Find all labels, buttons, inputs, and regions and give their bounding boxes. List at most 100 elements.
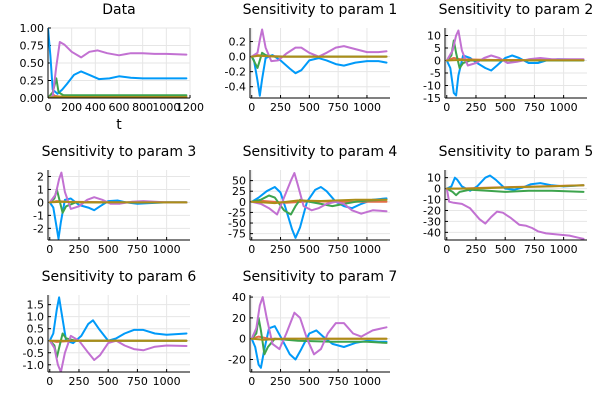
x-tick-label: 250 [270, 101, 291, 114]
series-line-5 [445, 184, 585, 190]
series-line-4 [250, 172, 388, 216]
series-group [48, 171, 188, 240]
x-tick-label: 500 [98, 243, 119, 256]
x-tick-label: 500 [299, 243, 320, 256]
y-tick-label: -1.0 [23, 359, 44, 372]
y-tick-label: -1 [33, 209, 44, 222]
y-tick-label: 50 [232, 175, 246, 188]
y-tick-label: 25 [232, 185, 246, 198]
x-tick-label: 750 [524, 243, 545, 256]
x-tick-label: 250 [68, 243, 89, 256]
x-tick-label: 500 [98, 375, 119, 388]
series-line-1 [250, 54, 388, 97]
y-tick-label: -5 [430, 67, 441, 80]
x-tick-label: 1000 [152, 101, 180, 114]
x-tick-label: 200 [61, 101, 82, 114]
y-tick-label: -10 [423, 80, 441, 93]
x-tick-label: 0 [443, 101, 450, 114]
x-axis-label: t [116, 117, 122, 133]
series-line-1 [445, 54, 585, 97]
series-line-4 [445, 29, 585, 67]
panel-title: Sensitivity to param 2 [439, 2, 594, 18]
y-tick-label: -20 [228, 354, 246, 367]
y-tick-label: -15 [423, 92, 441, 105]
series-line-3 [250, 316, 388, 356]
x-tick-label: 250 [465, 101, 486, 114]
y-tick-label: 0 [239, 333, 246, 346]
x-tick-label: 750 [524, 101, 545, 114]
x-tick-label: 500 [495, 101, 516, 114]
y-tick-label: 40 [232, 291, 246, 304]
panel-8: Sensitivity to param 70 250 500 750 1000-200… [228, 269, 397, 388]
panel-6: Sensitivity to param 50 250 500 750 1000-40-… [423, 144, 593, 256]
series-line-1 [445, 174, 585, 192]
x-tick-label: 0 [443, 243, 450, 256]
panel-3: Sensitivity to param 20 250 500 750 1000-15-… [423, 2, 593, 114]
x-tick-label: 750 [328, 243, 349, 256]
x-tick-label: 500 [299, 101, 320, 114]
x-tick-label: 1000 [353, 243, 381, 256]
series-line-1 [48, 197, 188, 240]
y-tick-label: -25 [228, 206, 246, 219]
series-line-4 [48, 171, 188, 210]
x-tick-label: 250 [68, 375, 89, 388]
x-tick-label: 250 [465, 243, 486, 256]
y-tick-label: 0.25 [20, 75, 45, 88]
panel-4: Sensitivity to param 3 0 250 500 750 1000 -2-1… [33, 144, 196, 256]
x-tick-label: 1000 [153, 375, 181, 388]
panel-title: Sensitivity to param 3 [42, 144, 197, 160]
y-tick-label: 0.5 [27, 323, 45, 336]
x-tick-label: 0 [46, 375, 53, 388]
x-tick-label: 0 [45, 101, 52, 114]
y-tick-label: -2 [33, 222, 44, 235]
y-tick-label: 1 [37, 183, 44, 196]
x-tick-label: 800 [132, 101, 153, 114]
x-tick-label: 1000 [353, 101, 381, 114]
y-tick-label: 0.2 [229, 36, 247, 49]
x-tick-label: 1000 [153, 243, 181, 256]
series-line-5 [250, 54, 388, 58]
y-tick-label: -20 [423, 204, 441, 217]
series-line-5 [250, 198, 388, 205]
series-line-4 [48, 41, 188, 98]
series-group [48, 28, 188, 98]
series-line-5 [250, 337, 388, 341]
y-tick-label: 1.0 [27, 311, 45, 324]
y-tick-label: 1.00 [20, 22, 45, 35]
y-tick-label: 0.0 [229, 51, 247, 64]
series-line-4 [250, 28, 388, 63]
x-tick-label: 750 [127, 375, 148, 388]
y-tick-label: -75 [228, 228, 246, 241]
x-tick-label: 1000 [353, 375, 381, 388]
panel-title: Data [102, 2, 135, 18]
series-group [48, 296, 188, 372]
x-tick-label: 750 [328, 375, 349, 388]
x-tick-label: 500 [299, 375, 320, 388]
x-tick-label: 1200 [176, 101, 204, 114]
series-line-1 [48, 296, 188, 345]
y-tick-label: 10 [427, 172, 441, 185]
series-line-4 [48, 334, 188, 372]
x-tick-label: 0 [248, 243, 255, 256]
x-tick-label: 500 [495, 243, 516, 256]
y-tick-label: -50 [228, 217, 246, 230]
x-tick-label: 600 [109, 101, 130, 114]
panel-title: Sensitivity to param 7 [243, 269, 398, 285]
series-line-5 [48, 200, 188, 204]
x-tick-label: 750 [328, 101, 349, 114]
series-line-5 [445, 59, 585, 62]
y-tick-label: -10 [423, 194, 441, 207]
series-group [250, 296, 388, 369]
y-tick-label: 5 [434, 42, 441, 55]
y-tick-label: 0 [434, 183, 441, 196]
panel-title: Sensitivity to param 6 [42, 269, 197, 285]
y-tick-label: -30 [423, 215, 441, 228]
y-tick-label: -0.2 [225, 66, 246, 79]
x-tick-label: 1000 [550, 101, 578, 114]
y-tick-label: 2 [37, 170, 44, 183]
panel-7: Sensitivity to param 6 0 250 500 750 1000 -1.0… [23, 269, 197, 388]
series-group [250, 28, 388, 97]
x-tick-label: 0 [248, 101, 255, 114]
x-tick-label: 250 [270, 375, 291, 388]
